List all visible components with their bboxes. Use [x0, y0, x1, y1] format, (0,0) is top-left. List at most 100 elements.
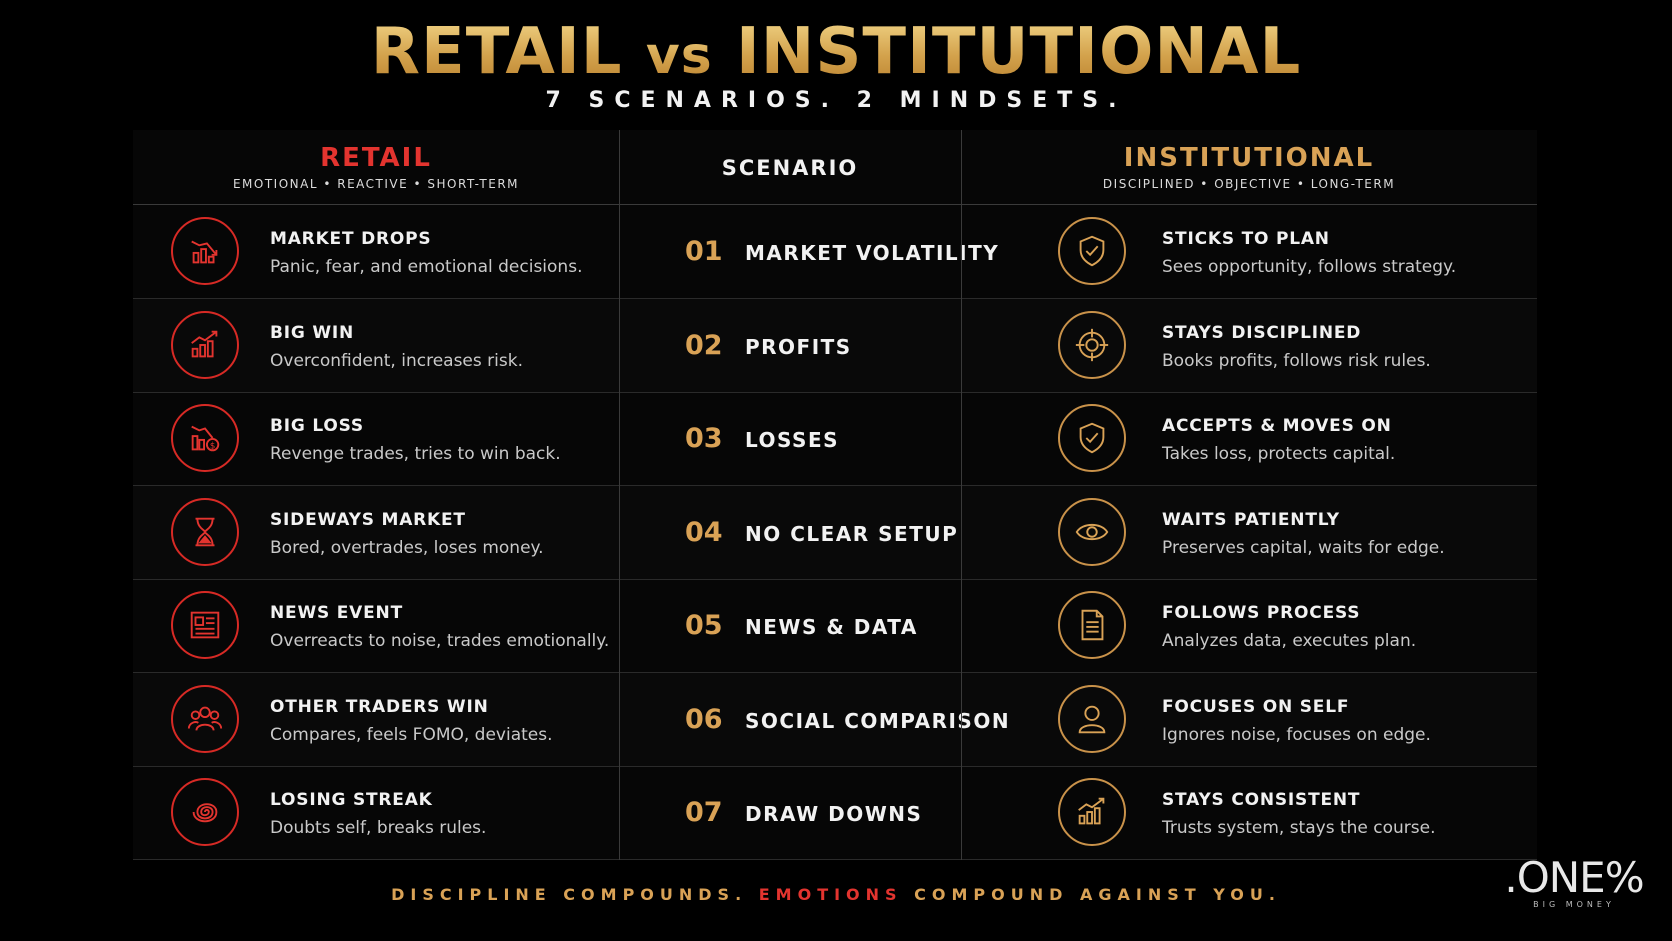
institutional-title: FOLLOWS PROCESS — [1162, 603, 1361, 623]
column-divider — [619, 130, 620, 860]
institutional-cell: FOCUSES ON SELF Ignores noise, focuses on… — [1162, 697, 1431, 745]
person-icon — [1058, 684, 1126, 753]
scenario-number: 07 — [685, 797, 723, 828]
retail-title: BIG LOSS — [270, 416, 364, 436]
logo-sub: BIG MONEY — [1533, 900, 1615, 909]
scenario-label: SOCIAL COMPARISON — [745, 708, 1011, 733]
retail-desc: Overreacts to noise, trades emotionally. — [270, 631, 610, 651]
retail-cell: LOSING STREAK Doubts self, breaks rules. — [270, 790, 486, 838]
tagline-part1: DISCIPLINE COMPOUNDS. — [391, 885, 748, 904]
retail-desc: Overconfident, increases risk. — [270, 350, 523, 371]
scenario-number: 02 — [685, 329, 723, 361]
institutional-desc: Sees opportunity, follows strategy. — [1162, 257, 1457, 277]
header-retail-title: RETAIL — [320, 143, 432, 173]
institutional-desc: Takes loss, protects capital. — [1162, 444, 1396, 464]
header-retail: RETAIL EMOTIONAL • REACTIVE • SHORT-TERM — [133, 130, 619, 205]
retail-desc: Panic, fear, and emotional decisions. — [270, 257, 583, 277]
subtitle: 7 SCENARIOS. 2 MINDSETS. — [545, 88, 1127, 113]
institutional-cell: STAYS CONSISTENT Trusts system, stays the… — [1162, 790, 1436, 838]
retail-cell: SIDEWAYS MARKET Bored, overtrades, loses … — [270, 510, 544, 558]
institutional-cell: STICKS TO PLAN Sees opportunity, follows … — [1162, 229, 1456, 277]
retail-desc: Bored, overtrades, loses money. — [270, 537, 544, 558]
chart-up-icon — [1058, 778, 1126, 846]
retail-desc: Doubts self, breaks rules. — [270, 818, 487, 838]
institutional-cell: FOLLOWS PROCESS Analyzes data, executes p… — [1162, 603, 1416, 651]
institutional-cell: WAITS PATIENTLY Preserves capital, waits … — [1162, 510, 1445, 558]
title-institutional: INSTITUTIONAL — [735, 15, 1302, 89]
retail-desc: Compares, feels FOMO, deviates. — [270, 724, 553, 745]
scenario-label: PROFITS — [745, 334, 852, 359]
chart-loss-dollar-icon: $ — [171, 404, 239, 472]
institutional-desc: Books profits, follows risk rules. — [1162, 350, 1431, 371]
spiral-icon — [171, 778, 239, 846]
svg-text:$: $ — [210, 441, 215, 451]
retail-cell: BIG LOSS Revenge trades, tries to win bac… — [270, 416, 561, 464]
scenario-number: 06 — [685, 703, 723, 735]
newspaper-icon — [171, 591, 239, 659]
chart-up-icon — [171, 310, 239, 379]
scenario-label: DRAW DOWNS — [745, 802, 923, 826]
institutional-title: FOCUSES ON SELF — [1162, 696, 1350, 717]
table-row: MARKET DROPS Panic, fear, and emotional d… — [133, 205, 1537, 299]
column-divider — [961, 130, 962, 860]
institutional-title: STAYS DISCIPLINED — [1162, 322, 1362, 343]
table-row: OTHER TRADERS WIN Compares, feels FOMO, d… — [133, 672, 1537, 767]
main-title: RETAIL vs INSTITUTIONAL — [0, 12, 1672, 96]
retail-title: NEWS EVENT — [270, 603, 403, 623]
table-row: SIDEWAYS MARKET Bored, overtrades, loses … — [133, 485, 1537, 580]
retail-cell: NEWS EVENT Overreacts to noise, trades em… — [270, 603, 609, 651]
group-icon — [171, 684, 239, 753]
eye-icon — [1058, 497, 1126, 566]
scenario-label: MARKET VOLATILITY — [745, 241, 1000, 265]
scenario-label: NO CLEAR SETUP — [745, 521, 959, 546]
retail-cell: MARKET DROPS Panic, fear, and emotional d… — [270, 229, 582, 277]
header-scenario: SCENARIO — [619, 130, 961, 205]
retail-title: MARKET DROPS — [270, 229, 432, 249]
header-scenario-title: SCENARIO — [721, 156, 859, 180]
retail-cell: BIG WIN Overconfident, increases risk. — [270, 323, 523, 371]
table-row: $ BIG LOSS Revenge trades, tries to win ba… — [133, 392, 1537, 486]
comparison-table: RETAIL EMOTIONAL • REACTIVE • SHORT-TERM… — [133, 130, 1537, 860]
tagline-part3: COMPOUND AGAINST YOU. — [914, 885, 1281, 904]
institutional-desc: Preserves capital, waits for edge. — [1162, 537, 1445, 558]
title-retail: RETAIL — [370, 15, 623, 89]
title-vs: vs — [645, 26, 713, 86]
institutional-title: WAITS PATIENTLY — [1162, 509, 1340, 530]
table-rows: MARKET DROPS Panic, fear, and emotional d… — [133, 205, 1537, 860]
shield-check-icon — [1058, 404, 1126, 472]
tagline: DISCIPLINE COMPOUNDS. EMOTIONS COMPOUND … — [0, 885, 1672, 904]
document-icon — [1058, 591, 1126, 659]
header-retail-sub: EMOTIONAL • REACTIVE • SHORT-TERM — [232, 177, 520, 191]
scenario-label: LOSSES — [745, 428, 840, 452]
crosshair-icon — [1058, 310, 1126, 379]
institutional-title: ACCEPTS & MOVES ON — [1162, 416, 1392, 436]
scenario-number: 04 — [685, 516, 723, 548]
tagline-part2: EMOTIONS — [758, 885, 903, 904]
institutional-desc: Ignores noise, focuses on edge. — [1162, 724, 1431, 745]
shield-check-icon — [1058, 217, 1126, 285]
institutional-desc: Analyzes data, executes plan. — [1162, 631, 1417, 651]
scenario-number: 01 — [685, 236, 723, 267]
header-institutional-title: INSTITUTIONAL — [1123, 143, 1375, 173]
institutional-title: STICKS TO PLAN — [1162, 229, 1330, 249]
scenario-number: 03 — [685, 423, 723, 454]
institutional-cell: ACCEPTS & MOVES ON Takes loss, protects c… — [1162, 416, 1395, 464]
hourglass-icon — [171, 497, 239, 566]
retail-desc: Revenge trades, tries to win back. — [270, 444, 561, 464]
brand-logo: .ONE% BIG MONEY — [1496, 853, 1652, 910]
institutional-cell: STAYS DISCIPLINED Books profits, follows … — [1162, 323, 1431, 371]
header-institutional-sub: DISCIPLINED • OBJECTIVE • LONG-TERM — [1102, 177, 1396, 191]
logo-main: .ONE% — [1504, 853, 1644, 902]
chart-down-icon — [171, 217, 239, 285]
scenario-label: NEWS & DATA — [745, 615, 918, 639]
table-row: LOSING STREAK Doubts self, breaks rules. 0… — [133, 766, 1537, 860]
table-row: NEWS EVENT Overreacts to noise, trades em… — [133, 579, 1537, 673]
header-institutional: INSTITUTIONAL DISCIPLINED • OBJECTIVE • … — [961, 130, 1537, 205]
retail-title: BIG WIN — [270, 322, 355, 343]
retail-title: LOSING STREAK — [270, 790, 433, 810]
retail-title: OTHER TRADERS WIN — [270, 696, 489, 717]
table-row: BIG WIN Overconfident, increases risk. 02 P… — [133, 298, 1537, 393]
retail-title: SIDEWAYS MARKET — [270, 509, 466, 530]
institutional-desc: Trusts system, stays the course. — [1162, 818, 1436, 838]
scenario-number: 05 — [685, 610, 723, 641]
